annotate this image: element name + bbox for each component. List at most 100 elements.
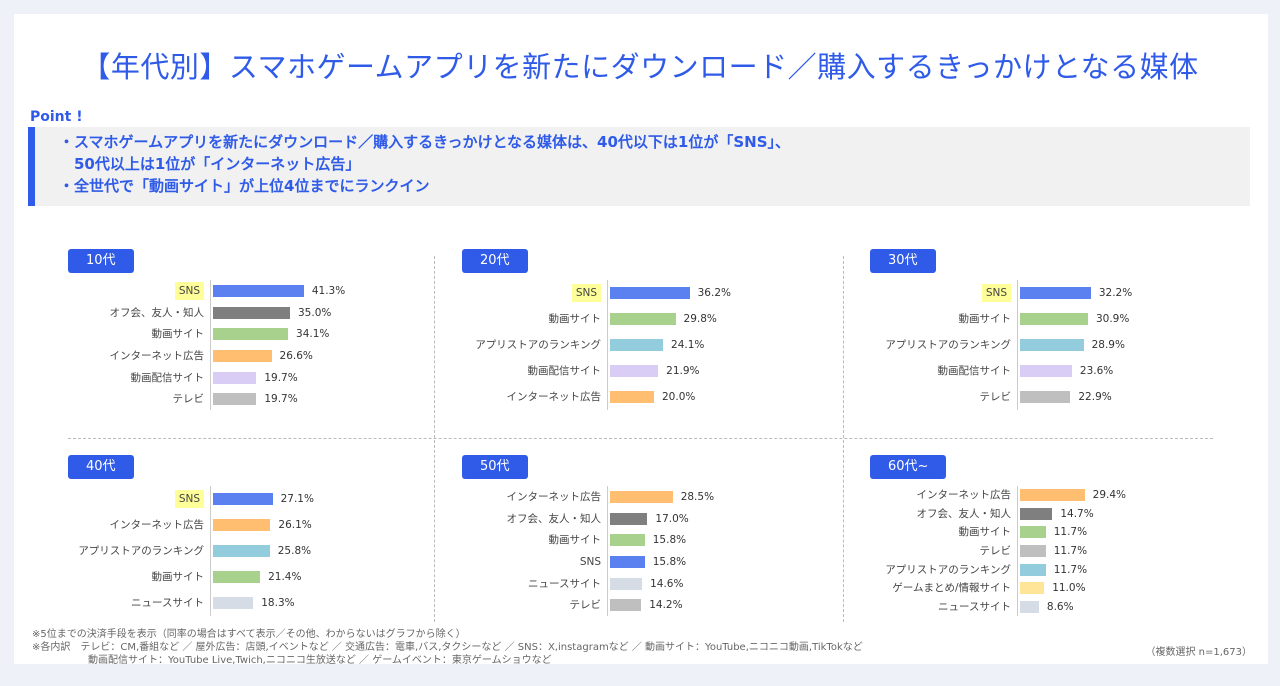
bar-value: 28.5% (680, 490, 715, 503)
bar-value: 14.2% (649, 599, 683, 612)
point-box: ・スマホゲームアプリを新たにダウンロード／購入するきっかけとなる媒体は、40代以… (28, 127, 1250, 206)
bar (1020, 313, 1088, 325)
bar-label: 動画配信サイト (527, 365, 602, 377)
bar-row: アプリストアのランキング 24.1% (0, 336, 1280, 354)
bar-label: アプリストアのランキング (885, 339, 1011, 351)
bar-row: オフ会、友人・知人 35.0% (0, 304, 1280, 322)
bar-label: SNS (981, 284, 1011, 302)
bar (610, 365, 659, 377)
bar (1020, 563, 1046, 576)
chart-axis (607, 280, 608, 410)
bar-row: オフ会、友人・知人 14.7% (0, 505, 1280, 523)
bar-value: 20.0% (662, 391, 696, 403)
bar (610, 313, 676, 325)
bar-value: 21.9% (666, 365, 700, 377)
bar-row: SNS 15.8% (0, 553, 1280, 571)
bar-label: SNS (174, 490, 204, 508)
bar (213, 349, 272, 362)
bar-row: 動画サイト 21.4% (0, 568, 1280, 586)
bar-row: インターネット広告 29.4% (0, 486, 1280, 504)
footnote: 動画配信サイト：YouTube Live,Twich,ニコニコ生放送など ／ ゲ… (88, 655, 552, 666)
bar (213, 519, 271, 531)
age-group-badge: 60代~ (870, 455, 947, 479)
bar-value: 19.7% (264, 371, 298, 384)
page-title: 【年代別】スマホゲームアプリを新たにダウンロード／購入するきっかけとなる媒体 (81, 50, 1199, 84)
bar-value: 14.6% (650, 577, 684, 590)
bar (213, 571, 261, 583)
bar-row: 動画サイト 30.9% (0, 310, 1280, 328)
bar (610, 555, 645, 568)
footnotes: ※5位までの決済手段を表示（同率の場合はすべて表示／その他、わからないはグラフか… (32, 628, 863, 667)
age-group-badge: 10代 (68, 249, 134, 273)
age-group-badge: 20代 (462, 249, 528, 273)
bar-row: 動画配信サイト 23.6% (0, 362, 1280, 380)
bar (213, 545, 270, 557)
chart-axis (1017, 280, 1018, 410)
bar-label: テレビ (569, 599, 602, 612)
bar-label: ニュースサイト (938, 600, 1011, 613)
bar-value: 19.7% (264, 393, 298, 406)
bar-value: 25.8% (277, 545, 312, 557)
bar-row: インターネット広告 26.6% (0, 347, 1280, 365)
bar (1020, 507, 1053, 520)
bar-row: SNS 32.2% (0, 284, 1280, 302)
bar-value: 26.1% (278, 519, 312, 531)
divider (434, 256, 435, 622)
bar-row: テレビ 14.2% (0, 596, 1280, 614)
bar-value: 30.9% (1095, 313, 1130, 325)
footnote: ※5位までの決済手段を表示（同率の場合はすべて表示／その他、わからないはグラフか… (32, 629, 466, 640)
bar (213, 371, 257, 384)
bar-row: アプリストアのランキング 11.7% (0, 561, 1280, 579)
bar-label: ニュースサイト (131, 597, 204, 609)
bar-value: 22.9% (1078, 391, 1112, 403)
bar (213, 284, 304, 297)
bar (610, 490, 673, 503)
age-group-badge: 40代 (68, 455, 134, 479)
bar-label: インターネット広告 (506, 490, 602, 503)
bar-label: アプリストアのランキング (78, 545, 204, 557)
bar-label: インターネット広告 (109, 349, 205, 362)
bar-value: 29.8% (683, 313, 717, 325)
bar (1020, 545, 1046, 557)
bar (610, 512, 648, 525)
bar-value: 15.8% (652, 534, 687, 547)
bar (1020, 526, 1046, 539)
bar-row: SNS 36.2% (0, 284, 1280, 302)
bar-label: 動画サイト (958, 526, 1012, 539)
bar (213, 597, 254, 609)
bar-row: ニュースサイト 18.3% (0, 594, 1280, 612)
chart-axis (210, 486, 211, 616)
bar-label: アプリストアのランキング (885, 563, 1011, 576)
bar-value: 14.7% (1060, 507, 1094, 520)
bar-label: オフ会、友人・知人 (916, 507, 1012, 520)
bar (213, 328, 289, 341)
bar (610, 339, 664, 351)
age-group-badge: 50代 (462, 455, 528, 479)
bar-value: 18.3% (261, 597, 295, 609)
bar-label: 動画サイト (151, 571, 205, 583)
bar (610, 287, 690, 299)
bar-value: 27.1% (280, 493, 314, 505)
bar-label: 動画サイト (548, 313, 602, 325)
bar (610, 534, 645, 547)
bar-label: テレビ (979, 545, 1012, 557)
bar-label: インターネット広告 (506, 391, 602, 403)
bar-label: 動画サイト (151, 328, 205, 341)
bar-label: オフ会、友人・知人 (109, 306, 205, 319)
bar (213, 306, 290, 319)
bar-value: 11.7% (1053, 526, 1088, 539)
chart-axis (607, 486, 608, 616)
divider (843, 256, 844, 622)
bar-label: SNS (174, 281, 204, 300)
bar-label: 動画配信サイト (937, 365, 1012, 377)
bar-value: 17.0% (655, 512, 689, 525)
bar-label: 動画配信サイト (130, 371, 205, 384)
bar-row: インターネット広告 28.5% (0, 488, 1280, 506)
sample-size: （複数選択 n=1,673） (1145, 647, 1252, 658)
bar-label: インターネット広告 (916, 489, 1012, 502)
bar-label: SNS (571, 284, 601, 302)
bar (1020, 600, 1039, 613)
bar-row: 動画サイト 29.8% (0, 310, 1280, 328)
bar (610, 577, 643, 590)
chart-axis (210, 280, 211, 410)
